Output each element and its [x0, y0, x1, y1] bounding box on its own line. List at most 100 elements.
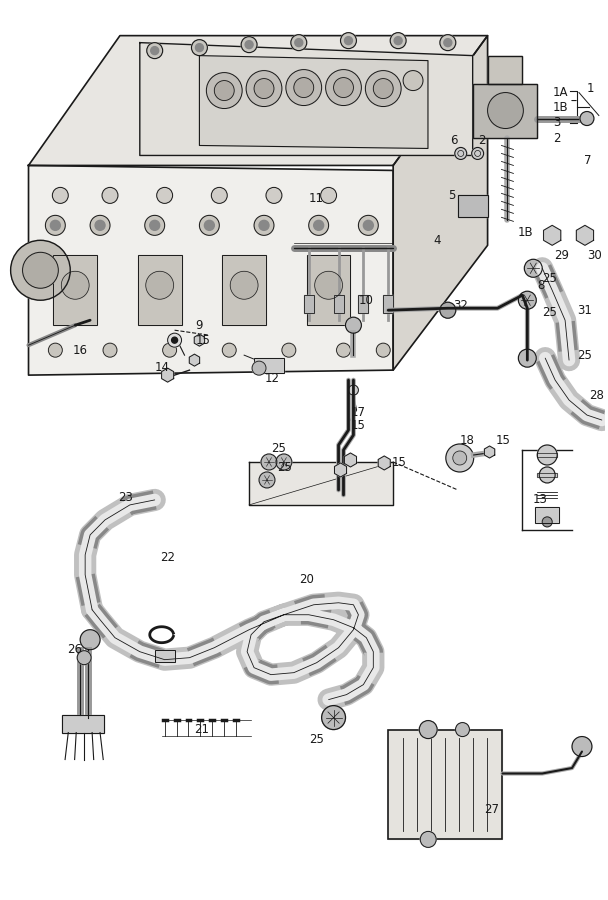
Circle shape [455, 148, 467, 159]
Circle shape [145, 215, 165, 235]
Circle shape [314, 220, 323, 230]
Polygon shape [29, 36, 488, 166]
Circle shape [195, 43, 204, 51]
Text: 1: 1 [587, 82, 595, 95]
Bar [254, 358, 284, 374]
Circle shape [348, 385, 358, 395]
Circle shape [157, 187, 173, 203]
Bar [383, 295, 393, 313]
Text: 12: 12 [265, 372, 280, 384]
Text: 9: 9 [195, 319, 203, 332]
Circle shape [150, 220, 160, 230]
Text: 1B: 1B [517, 226, 533, 239]
Circle shape [295, 39, 303, 47]
Circle shape [230, 271, 258, 299]
Text: 23: 23 [118, 491, 133, 504]
Circle shape [163, 343, 176, 357]
Bar [458, 195, 488, 218]
Text: 25: 25 [577, 348, 592, 362]
Text: 1A: 1A [553, 86, 568, 99]
Circle shape [276, 454, 292, 470]
Bar [54, 256, 97, 325]
Circle shape [199, 215, 219, 235]
Circle shape [453, 451, 467, 465]
Bar [223, 256, 266, 325]
Text: 4: 4 [433, 234, 440, 247]
Polygon shape [140, 42, 472, 156]
Text: 15: 15 [496, 434, 510, 446]
Bar [154, 650, 174, 662]
Polygon shape [576, 225, 593, 246]
Polygon shape [393, 36, 488, 370]
Bar [472, 84, 537, 139]
Text: 15: 15 [350, 418, 365, 431]
Text: 17: 17 [350, 406, 365, 419]
Text: 8: 8 [537, 279, 545, 292]
Circle shape [80, 630, 100, 650]
Text: 21: 21 [195, 723, 209, 736]
Circle shape [246, 70, 282, 106]
Circle shape [542, 517, 552, 526]
Circle shape [337, 343, 350, 357]
Bar [54, 256, 97, 325]
Circle shape [261, 454, 277, 470]
Polygon shape [249, 462, 393, 505]
Circle shape [146, 271, 174, 299]
Circle shape [537, 445, 557, 465]
Text: 25: 25 [271, 442, 286, 454]
Circle shape [10, 240, 71, 301]
Circle shape [345, 317, 361, 333]
Bar [389, 730, 502, 840]
Polygon shape [485, 446, 495, 458]
Bar [223, 256, 266, 325]
Polygon shape [345, 453, 356, 467]
Bar [535, 507, 559, 523]
Circle shape [266, 187, 282, 203]
Bar [334, 295, 344, 313]
Circle shape [444, 39, 452, 47]
Circle shape [420, 832, 436, 848]
Circle shape [223, 343, 236, 357]
Text: 22: 22 [160, 552, 174, 564]
Bar [358, 295, 368, 313]
Polygon shape [199, 56, 428, 148]
Text: 31: 31 [577, 303, 592, 317]
Bar [304, 295, 314, 313]
Text: 6: 6 [450, 134, 457, 147]
Bar [138, 256, 182, 325]
Bar [535, 507, 559, 523]
Polygon shape [195, 334, 204, 346]
Text: 28: 28 [589, 389, 604, 401]
Circle shape [259, 472, 275, 488]
Circle shape [519, 349, 536, 367]
Polygon shape [544, 225, 561, 246]
Circle shape [192, 40, 207, 56]
Circle shape [245, 40, 253, 49]
Bar [307, 256, 350, 325]
Polygon shape [162, 368, 174, 382]
Text: 25: 25 [309, 734, 323, 746]
Circle shape [394, 37, 402, 45]
Text: 13: 13 [532, 493, 547, 507]
Circle shape [77, 651, 91, 665]
Circle shape [259, 220, 269, 230]
Text: 18: 18 [460, 434, 475, 446]
Circle shape [440, 34, 456, 50]
Text: 2: 2 [553, 132, 561, 145]
Text: 30: 30 [587, 248, 602, 262]
Bar [307, 256, 350, 325]
Text: 15: 15 [195, 334, 210, 346]
Circle shape [90, 215, 110, 235]
Circle shape [147, 42, 163, 58]
Bar [62, 715, 104, 733]
Text: 15: 15 [391, 456, 406, 470]
Circle shape [364, 220, 373, 230]
Text: 11: 11 [309, 192, 323, 205]
Circle shape [403, 70, 423, 91]
Polygon shape [189, 354, 199, 366]
Circle shape [390, 32, 406, 49]
Circle shape [168, 333, 182, 347]
Text: 25: 25 [542, 272, 557, 284]
Bar [537, 453, 557, 457]
Polygon shape [334, 463, 347, 477]
